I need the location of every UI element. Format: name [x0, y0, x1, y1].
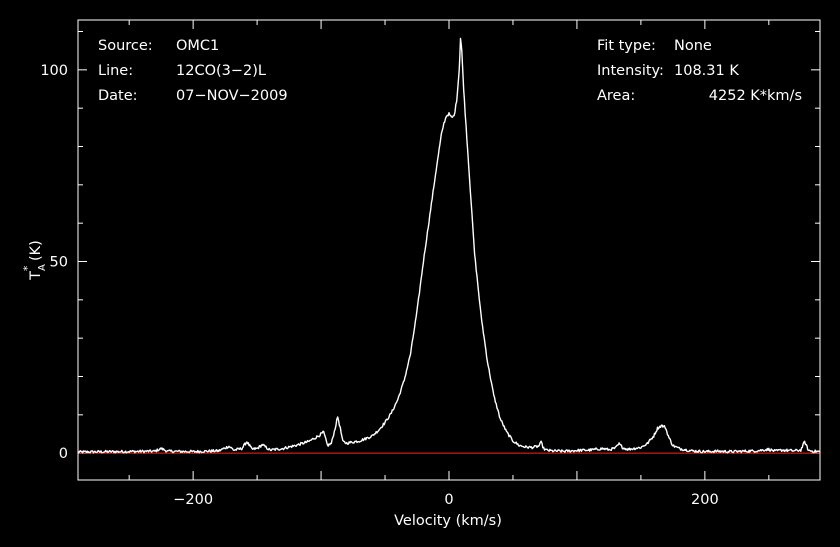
y-axis-label-main: T	[28, 271, 44, 281]
y-axis-label-sup: *	[21, 265, 34, 271]
info-right: Fit type: None Intensity: 108.31 K Area:…	[597, 38, 802, 104]
line-label: Line:	[98, 63, 133, 79]
source-value: OMC1	[176, 38, 219, 54]
source-label: Source:	[98, 38, 153, 54]
area-label: Area:	[597, 88, 635, 104]
x-tick-label: −200	[173, 492, 213, 508]
fit-type-label: Fit type:	[597, 38, 656, 54]
intensity-label: Intensity:	[597, 63, 664, 79]
y-axis-label-unit: (K)	[28, 240, 44, 265]
x-tick-label: 0	[444, 492, 453, 508]
info-left: Source: OMC1 Line: 12CO(3−2)L Date: 07−N…	[98, 38, 288, 104]
y-tick-label: 100	[40, 63, 68, 79]
intensity-value: 108.31 K	[674, 63, 739, 79]
y-tick-label: 0	[59, 446, 68, 462]
date-value: 07−NOV−2009	[176, 88, 288, 104]
plot-frame	[77, 19, 821, 481]
area-value: 4252 K*km/s	[709, 88, 802, 104]
fit-type-value: None	[674, 38, 712, 54]
tick-labels: −200 0 200 0 50 100	[40, 63, 718, 508]
spectrum-line	[77, 37, 821, 454]
date-label: Date:	[98, 88, 138, 104]
y-axis-label: TA* (K)	[21, 240, 48, 281]
x-tick-label: 200	[691, 492, 719, 508]
y-tick-label: 50	[50, 255, 68, 271]
x-axis-label: Velocity (km/s)	[394, 513, 502, 529]
y-axis-label-sub: A	[37, 264, 48, 271]
line-value: 12CO(3−2)L	[176, 63, 266, 79]
